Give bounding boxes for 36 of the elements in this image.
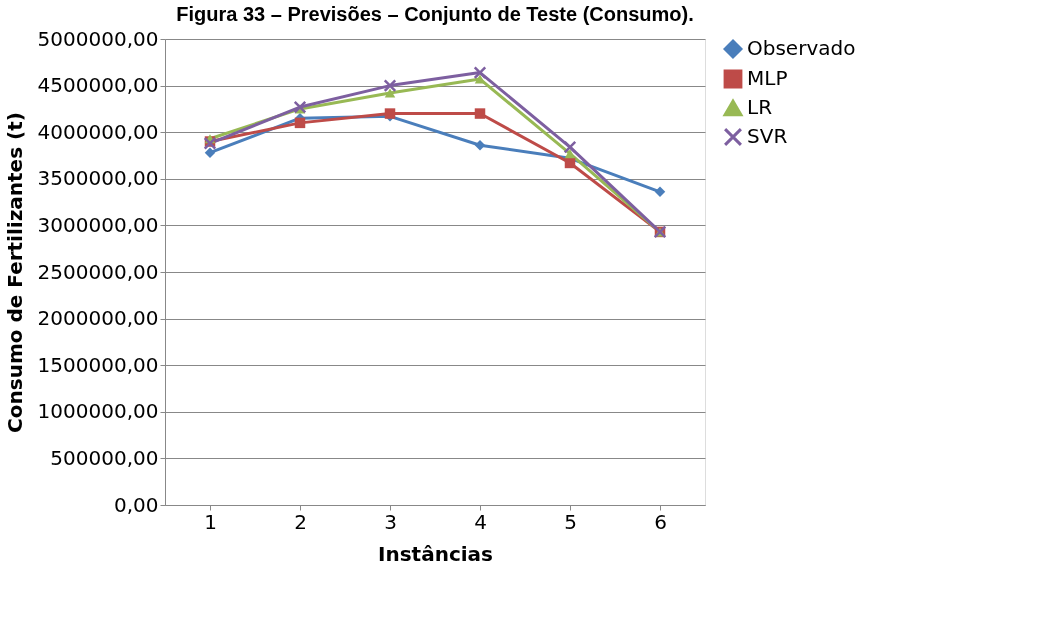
point (384, 88, 396, 98)
point (474, 140, 486, 151)
y-tick-label: 2000000,00 (37, 306, 159, 331)
y-tick-label: 4000000,00 (37, 119, 159, 144)
y-axis-title: Consumo de Fertilizantes (t) (2, 112, 27, 433)
point (473, 66, 487, 80)
y-tick-label: 1500000,00 (37, 352, 159, 377)
legend-label: Observado (747, 36, 856, 60)
point (564, 149, 576, 159)
point (474, 108, 486, 119)
y-tick-label: 1000000,00 (37, 399, 159, 424)
point (293, 100, 307, 114)
x-tick-label: 3 (384, 509, 397, 534)
y-tick-label: 2500000,00 (37, 259, 159, 284)
x-axis-title: Instâncias (378, 541, 493, 566)
legend-label: SVR (747, 124, 788, 148)
point (654, 186, 666, 198)
chart-title: Figura 33 – Previsões – Conjunto de Teste (Consumo). (176, 3, 694, 25)
y-tick-label: 3500000,00 (37, 166, 159, 191)
point (564, 157, 576, 169)
legend-label: LR (747, 95, 773, 119)
x-tick-label: 4 (474, 509, 487, 534)
y-tick-label: 3000000,00 (37, 212, 159, 237)
y-tick-label: 500000,00 (50, 445, 159, 470)
y-tick-label: 5000000,00 (37, 26, 159, 51)
x-tick-label: 1 (204, 509, 217, 534)
x-tick-label: 5 (564, 509, 577, 534)
legend-label: MLP (747, 66, 788, 90)
point (563, 140, 577, 154)
point (204, 147, 216, 158)
x-tick-label: 2 (294, 509, 307, 534)
point (294, 117, 306, 129)
point (383, 79, 397, 93)
x-tick-label: 6 (654, 509, 667, 534)
y-tick-label: 0,00 (113, 492, 159, 517)
y-tick-label: 4500000,00 (37, 73, 159, 98)
